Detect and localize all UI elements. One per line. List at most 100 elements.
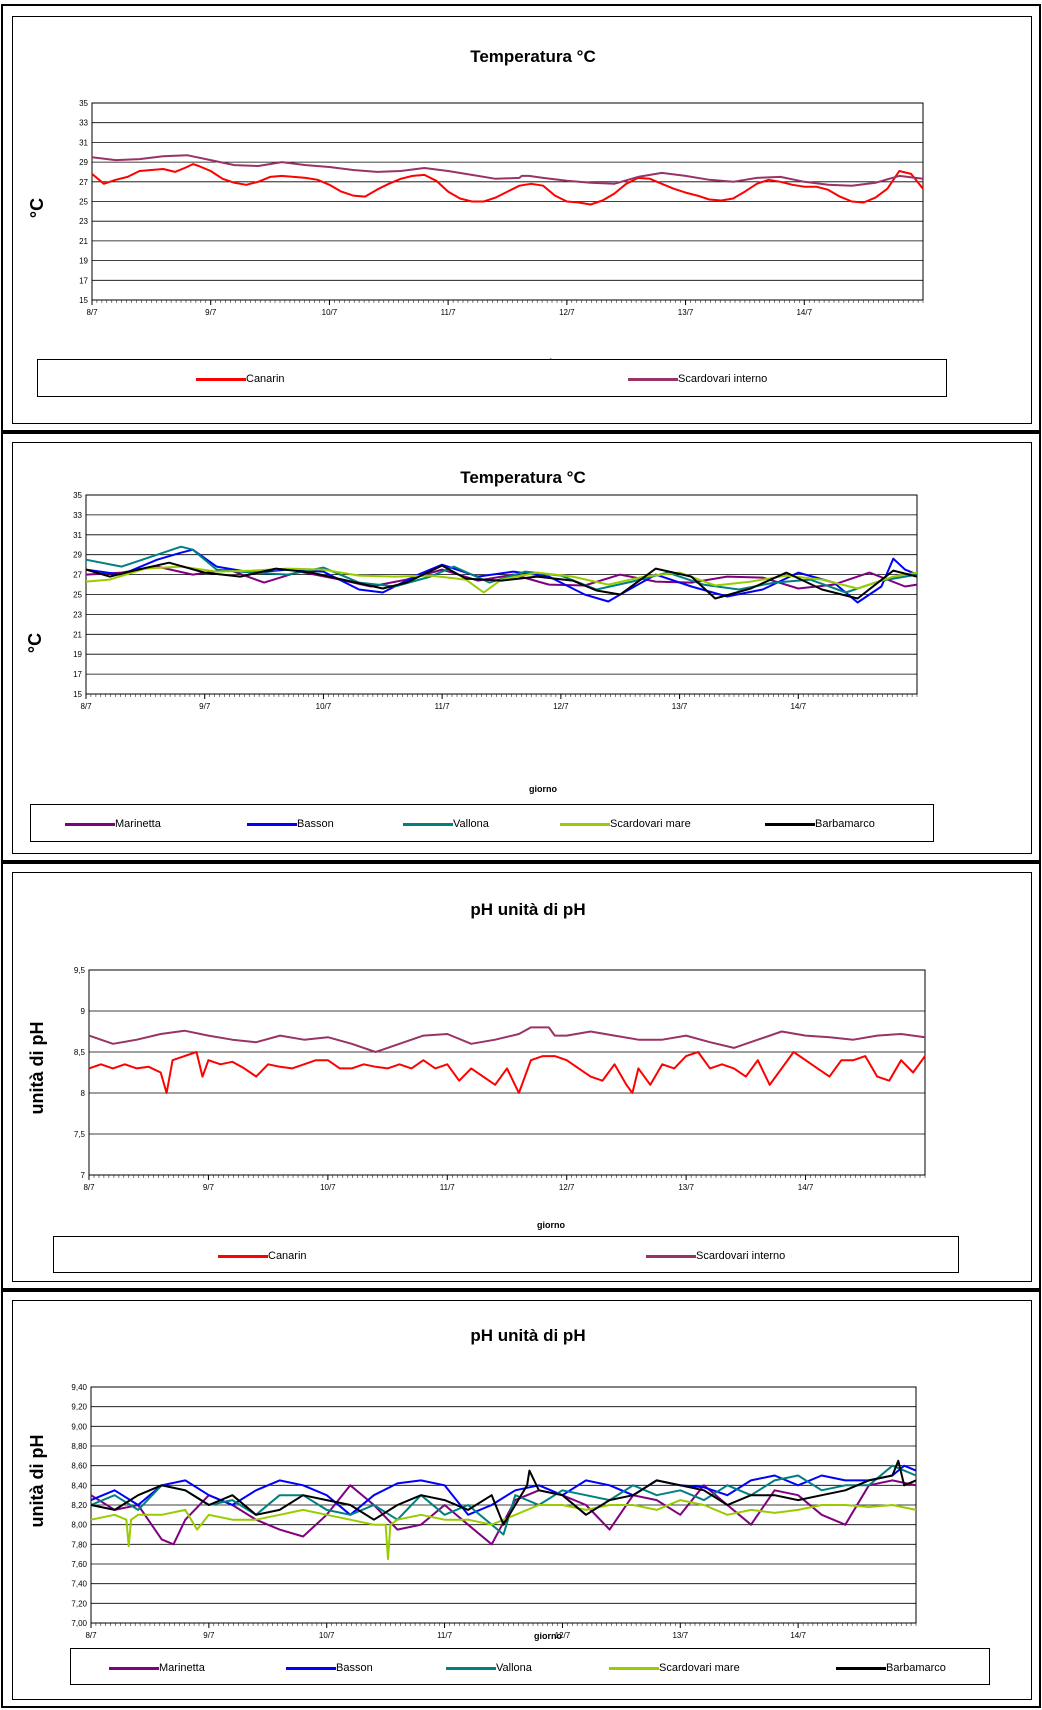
legend-item-basson: Basson <box>247 817 334 831</box>
y-tick-label: 15 <box>79 296 88 305</box>
legend-item-scardovari-mare: Scardovari mare <box>560 817 691 831</box>
x-tick-label: 8/7 <box>80 702 92 711</box>
y-axis-label: unità di pH <box>27 1022 47 1115</box>
x-tick-label: 9/7 <box>203 1631 215 1640</box>
x-axis-label: giorno <box>534 1631 562 1641</box>
y-tick-label: 27 <box>79 178 88 187</box>
y-tick-label: 31 <box>73 531 82 540</box>
series-line-vallona <box>85 545 918 594</box>
plot-area: 7,00 7,20 7,40 7,60 7,80 8,00 8,20 8,40 8,60 8,80… <box>71 1383 917 1640</box>
legend-label: Scardovari mare <box>610 818 691 830</box>
y-tick-label: 8,40 <box>71 1481 87 1490</box>
y-tick-label: 35 <box>73 491 82 500</box>
chart-title: pH unità di pH <box>470 900 585 919</box>
legend-item-scardovari-mare: Scardovari mare <box>609 1661 740 1675</box>
legend-item-scardovari-interno: Scardovari interno <box>646 1249 785 1263</box>
y-tick-label: 7,40 <box>71 1580 87 1589</box>
legend-label: Scardovari interno <box>678 373 768 385</box>
legend-item-canarin: Canarin <box>218 1249 307 1263</box>
series-line-barbamarco <box>85 561 918 600</box>
x-tick-label: 9/7 <box>203 1183 215 1192</box>
x-tick-label: 12/7 <box>559 308 575 317</box>
chart-title: Temperatura °C <box>470 47 596 66</box>
series-line-vallona <box>90 1464 917 1536</box>
x-axis-label: giorno <box>537 1220 565 1230</box>
legend-swatch <box>247 822 297 826</box>
legend-label: Scardovari interno <box>696 1250 786 1262</box>
x-tick-label: 12/7 <box>553 702 569 711</box>
y-tick-label: 7,20 <box>71 1599 87 1608</box>
x-tick-label: 13/7 <box>672 702 688 711</box>
plot-area: 7 7,5 8 8,5 9 9,5 8/7 9/7 10/7 11/7 12/7 13/7 14/7 <box>74 966 926 1192</box>
legend-item-canarin: Canarin <box>196 372 285 386</box>
legend-label: Marinetta <box>115 818 161 830</box>
y-tick-label: 29 <box>79 158 88 167</box>
y-tick-label: 9,5 <box>74 966 86 975</box>
y-tick-label: 9,20 <box>71 1403 87 1412</box>
x-tick-label: 11/7 <box>440 1183 456 1192</box>
series-line-canarin <box>91 163 924 206</box>
chart-title: pH unità di pH <box>470 1326 585 1345</box>
chart-panel-4: pH unità di pH unità di pH giorno 7,00 7,… <box>1 1290 1041 1708</box>
y-tick-label: 7,80 <box>71 1540 87 1549</box>
y-tick-label: 31 <box>79 138 88 147</box>
y-tick-label: 19 <box>79 257 88 266</box>
y-tick-label: 8,80 <box>71 1442 87 1451</box>
legend-item-barbamarco: Barbamarco <box>765 817 875 831</box>
legend-label: Vallona <box>453 818 489 830</box>
x-tick-label: 11/7 <box>437 1631 453 1640</box>
chart-title: Temperatura °C <box>460 468 586 487</box>
chart-4: pH unità di pH unità di pH giorno 7,007,… <box>27 1326 917 1641</box>
legend: Marinetta Basson Vallona Scardovari mare… <box>30 804 934 842</box>
y-tick-label: 7,00 <box>71 1619 87 1628</box>
y-tick-label: 7 <box>81 1171 86 1180</box>
y-tick-label: 19 <box>73 650 82 659</box>
x-tick-label: 10/7 <box>320 1183 336 1192</box>
y-tick-label: 25 <box>73 591 82 600</box>
y-tick-label: 17 <box>79 276 88 285</box>
legend-item-vallona: Vallona <box>446 1661 532 1675</box>
x-tick-label: 8/7 <box>86 308 98 317</box>
series-line-scardovari-mare <box>90 1499 917 1561</box>
plot-frame <box>88 969 926 1176</box>
y-tick-label: 23 <box>79 217 88 226</box>
x-tick-label: 13/7 <box>672 1631 688 1640</box>
x-tick-label: 14/7 <box>790 702 806 711</box>
x-tick-label: 10/7 <box>316 702 332 711</box>
x-tick-label: 11/7 <box>435 702 451 711</box>
legend-swatch <box>609 1666 659 1670</box>
legend-swatch <box>218 1254 268 1258</box>
legend: Marinetta Basson Vallona Scardovari mare… <box>70 1648 990 1685</box>
y-tick-label: 7,5 <box>74 1130 86 1139</box>
legend-swatch <box>109 1666 159 1670</box>
legend-label: Marinetta <box>159 1662 205 1674</box>
legend-item-vallona: Vallona <box>403 817 489 831</box>
x-tick-label: 11/7 <box>441 308 457 317</box>
series-line-scardovari-interno <box>88 1026 926 1053</box>
legend-swatch <box>836 1666 886 1670</box>
series-line-scardovari-mare <box>85 565 918 594</box>
chart-panel-3: pH unità di pH unità di pH giorno 7 7,5 8 8… <box>1 862 1041 1290</box>
legend-swatch <box>560 822 610 826</box>
legend-label: Vallona <box>496 1662 532 1674</box>
chart-area-2: Temperatura °C °C giorno 15 17 19 21 23 25 27 2… <box>12 442 1032 854</box>
chart-area-4: pH unità di pH unità di pH giorno 7,00 7,… <box>12 1300 1032 1700</box>
x-tick-label: 13/7 <box>678 308 694 317</box>
legend-swatch <box>286 1666 336 1670</box>
legend-swatch <box>196 377 246 381</box>
x-tick-label: 8/7 <box>85 1631 97 1640</box>
y-tick-label: 9 <box>81 1007 86 1016</box>
series-line-canarin <box>88 1051 926 1094</box>
y-tick-label: 9,40 <box>71 1383 87 1392</box>
y-tick-label: 29 <box>73 551 82 560</box>
chart-1: Temperatura °C °C giorno 151719212325272… <box>27 47 924 367</box>
chart-3: pH unità di pH unità di pH giorno 7 7,5 8 8… <box>27 900 926 1230</box>
y-tick-label: 7,60 <box>71 1560 87 1569</box>
legend: Canarin Scardovari interno <box>37 359 947 397</box>
legend-swatch <box>65 822 115 826</box>
legend-swatch <box>403 822 453 826</box>
legend-label: Canarin <box>268 1250 307 1262</box>
plot-area: 15 17 19 21 23 25 27 29 31 33 35 8/7 9/7 10/7 11/7 12/7… <box>73 491 918 711</box>
legend-label: Basson <box>336 1662 373 1674</box>
legend-item-barbamarco: Barbamarco <box>836 1661 946 1675</box>
